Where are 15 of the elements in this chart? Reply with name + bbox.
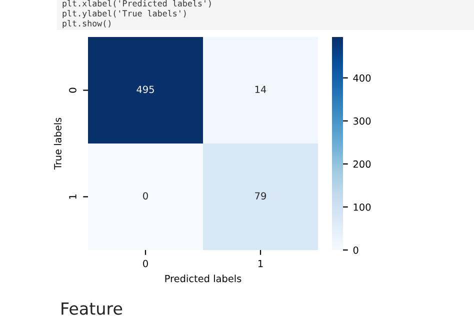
color-bar-label: 100 (354, 203, 371, 211)
color-bar-label: 400 (353, 74, 371, 82)
text: Feature (62, 302, 122, 315)
data-label: 79 (255, 192, 266, 200)
x-axis-title: Predicted labels (165, 274, 242, 282)
y-axis-title: True labels (54, 118, 62, 170)
data-label: 0 (143, 192, 148, 200)
data-label: 495 (136, 86, 154, 94)
color-bar-label: 0 (353, 246, 358, 254)
text: plt.xlabel('Predicted labels') (62, 0, 211, 8)
text: plt.ylabel('True labels') (62, 10, 186, 18)
text: plt.show() (62, 20, 110, 28)
color-bar-label: 300 (353, 117, 371, 125)
data-label: 14 (255, 86, 266, 93)
color-bar-label: 200 (353, 160, 371, 168)
